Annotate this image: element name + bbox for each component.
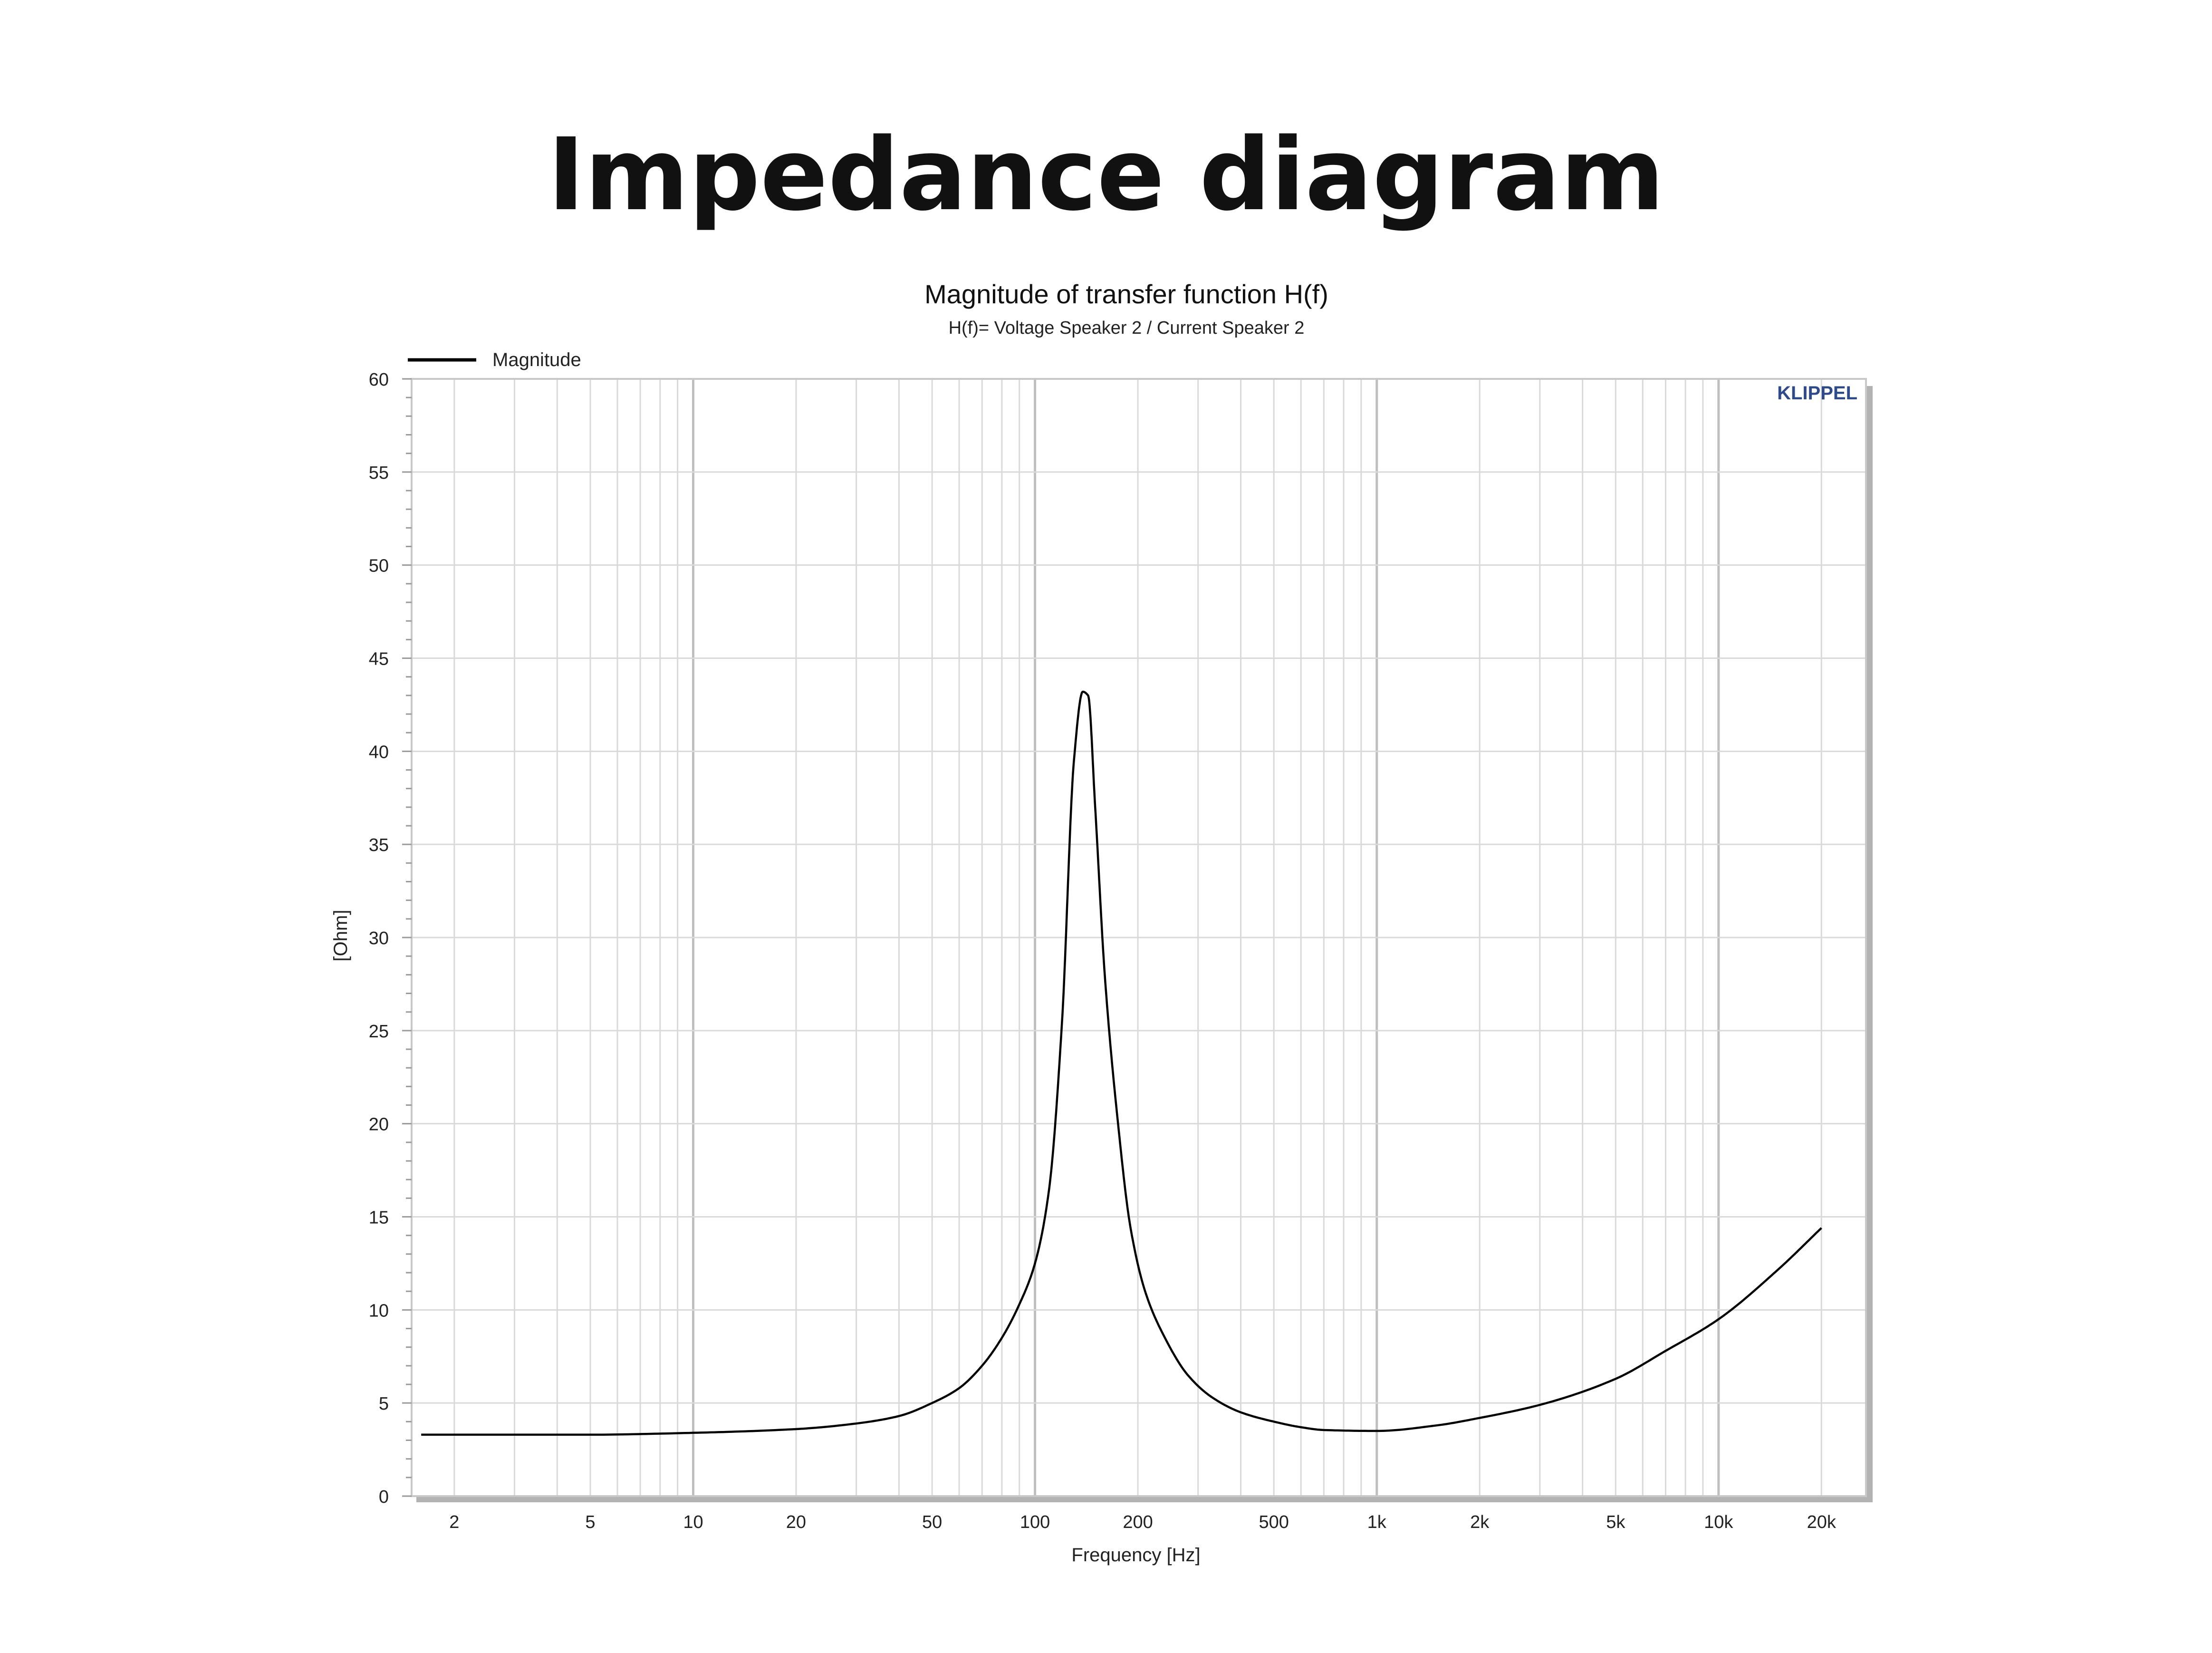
x-tick-labels: 2 5 10 20 50 100 200 500 1k 2k 5k 10k 20k (449, 1512, 1837, 1532)
y-tick-label: 25 (369, 1022, 389, 1042)
legend-label: Magnitude (492, 349, 581, 370)
x-tick-label: 10k (1704, 1512, 1733, 1532)
y-tick-label: 15 (369, 1208, 389, 1228)
y-tick-labels: 0 5 10 15 20 25 30 35 40 45 50 55 60 (369, 370, 389, 1507)
x-tick-label: 200 (1123, 1512, 1153, 1532)
y-tick-label: 40 (369, 742, 389, 762)
x-tick-label: 20 (786, 1512, 806, 1532)
legend: Magnitude (408, 349, 581, 370)
grid (412, 378, 1866, 1497)
y-axis-label: [Ohm] (330, 910, 351, 962)
y-tick-label: 45 (369, 649, 389, 669)
x-tick-label: 1k (1367, 1512, 1387, 1532)
y-tick-label: 10 (369, 1301, 389, 1321)
series-line-magnitude (421, 690, 1822, 1436)
x-tick-label: 500 (1259, 1512, 1289, 1532)
y-tick-label: 0 (379, 1487, 389, 1507)
x-tick-label: 10 (683, 1512, 703, 1532)
page-heading: Impedance diagram (548, 116, 1664, 233)
x-tick-label: 5 (585, 1512, 595, 1532)
watermark-logo: KLIPPEL (1777, 383, 1857, 404)
chart-title: Magnitude of transfer function H(f) (924, 279, 1328, 309)
chart-subtitle: H(f)= Voltage Speaker 2 / Current Speake… (949, 318, 1305, 338)
y-tick-label: 50 (369, 556, 389, 576)
y-tick-label: 5 (379, 1394, 389, 1414)
y-tick-label: 30 (369, 928, 389, 948)
y-tick-label: 60 (369, 370, 389, 390)
y-tick-label: 35 (369, 835, 389, 855)
x-tick-label: 2 (449, 1512, 459, 1532)
y-tick-label: 55 (369, 463, 389, 483)
x-tick-label: 2k (1470, 1512, 1490, 1532)
y-tick-label: 20 (369, 1115, 389, 1135)
x-axis-label: Frequency [Hz] (1071, 1545, 1200, 1566)
x-tick-label: 20k (1807, 1512, 1837, 1532)
x-tick-label: 50 (922, 1512, 942, 1532)
x-tick-label: 100 (1020, 1512, 1050, 1532)
x-tick-label: 5k (1606, 1512, 1625, 1532)
y-minor-ticks (402, 378, 412, 1497)
